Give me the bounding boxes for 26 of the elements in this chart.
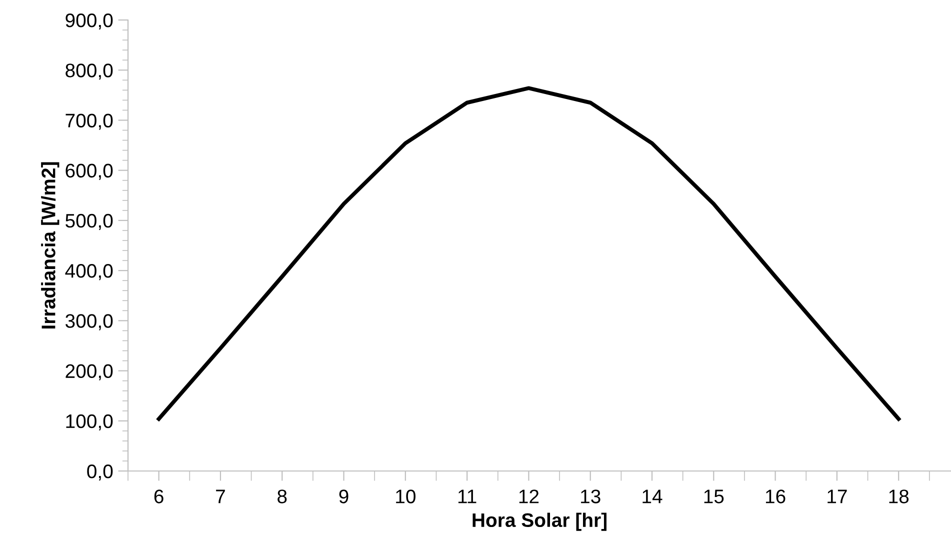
y-tick-label: 700,0 xyxy=(66,114,113,130)
line-series xyxy=(156,86,901,421)
y-tick-label: 600,0 xyxy=(66,164,113,180)
y-tick-label: 100,0 xyxy=(66,414,113,430)
x-tick-label: 8 xyxy=(278,490,287,504)
x-tick-label: 14 xyxy=(642,490,662,504)
x-tick-label: 16 xyxy=(766,490,786,504)
x-tick-label: 10 xyxy=(396,490,416,504)
y-tick-label: 900,0 xyxy=(66,13,113,30)
y-tick-label: 300,0 xyxy=(66,314,113,330)
y-tick-label: 0,0 xyxy=(87,464,113,481)
x-tick-label: 11 xyxy=(458,490,476,504)
x-tick-label: 15 xyxy=(704,490,724,504)
y-axis-title: Irradiancia [W/m2] xyxy=(41,162,60,328)
x-tick-label: 12 xyxy=(519,490,539,504)
y-tick-label: 400,0 xyxy=(65,264,113,280)
x-tick-label: 7 xyxy=(216,490,225,504)
y-tick-label: 800,0 xyxy=(66,64,113,80)
x-tick-label: 13 xyxy=(581,490,600,504)
x-tick-label: 6 xyxy=(154,490,164,504)
x-tick-label: 18 xyxy=(889,490,909,504)
x-axis-title: Hora Solar [hr] xyxy=(472,512,606,531)
x-tick-label: 17 xyxy=(828,490,847,504)
y-tick-label: 200,0 xyxy=(66,364,113,380)
y-tick-label: 500,0 xyxy=(66,214,113,230)
x-tick-label: 9 xyxy=(339,490,348,504)
